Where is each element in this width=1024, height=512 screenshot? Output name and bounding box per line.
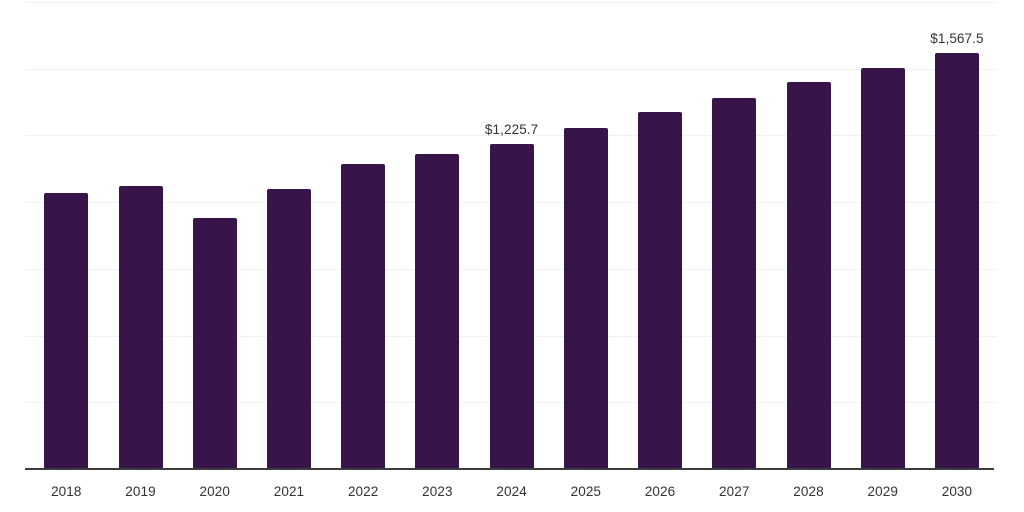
bar-2023[interactable] bbox=[415, 153, 460, 469]
bar-2018[interactable] bbox=[44, 192, 89, 469]
bar-2021[interactable] bbox=[266, 188, 311, 469]
bar-2029[interactable] bbox=[860, 67, 905, 469]
x-tick-label-2023: 2023 bbox=[422, 484, 453, 499]
bar-2028[interactable] bbox=[786, 81, 831, 469]
x-tick-label-2018: 2018 bbox=[51, 484, 82, 499]
gridline bbox=[25, 135, 996, 137]
x-tick-label-2019: 2019 bbox=[125, 484, 156, 499]
x-tick-label-2029: 2029 bbox=[867, 484, 898, 499]
x-tick-label-2027: 2027 bbox=[719, 484, 750, 499]
bar-2026[interactable] bbox=[638, 111, 683, 469]
x-tick-label-2028: 2028 bbox=[793, 484, 824, 499]
x-tick-label-2030: 2030 bbox=[941, 484, 973, 499]
bar-value-label-2024: $1,225.7 bbox=[484, 121, 539, 137]
x-tick-label-2026: 2026 bbox=[644, 484, 676, 499]
bar-2024[interactable] bbox=[489, 143, 534, 469]
gridline bbox=[25, 2, 996, 3]
x-tick-label-2024: 2024 bbox=[496, 484, 527, 499]
x-tick-label-2022: 2022 bbox=[347, 484, 379, 499]
bar-2030[interactable] bbox=[934, 53, 979, 469]
bar-2022[interactable] bbox=[341, 164, 386, 469]
gridline bbox=[25, 68, 996, 70]
bar-2025[interactable] bbox=[563, 127, 608, 469]
x-tick-label-2020: 2020 bbox=[199, 484, 230, 499]
x-tick-label-2025: 2025 bbox=[570, 484, 602, 499]
bar-2019[interactable] bbox=[118, 185, 163, 469]
x-axis-line bbox=[25, 468, 994, 470]
x-tick-label-2021: 2021 bbox=[273, 484, 305, 499]
bar-value-label-2030: $1,567.5 bbox=[930, 31, 984, 47]
bar-2027[interactable] bbox=[712, 98, 757, 469]
bar-2020[interactable] bbox=[192, 217, 237, 469]
